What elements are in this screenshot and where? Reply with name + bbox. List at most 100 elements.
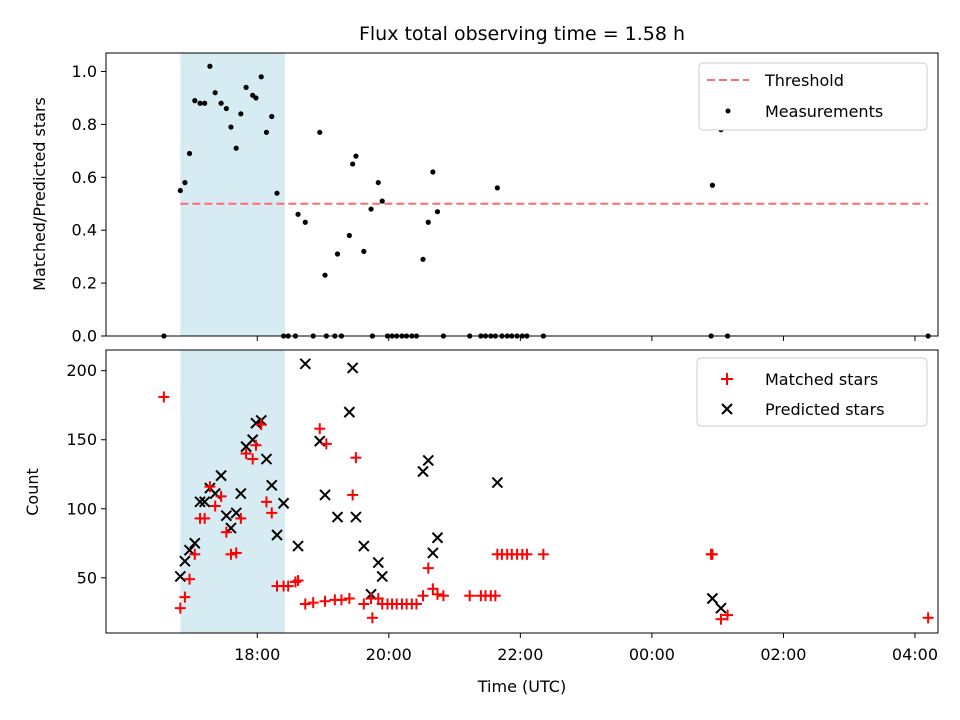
- predicted-star-point: [350, 511, 362, 523]
- measurement-point: [207, 63, 213, 69]
- measurement-point: [243, 84, 249, 90]
- matched-star-point: [427, 583, 439, 595]
- measurements-legend-label: Measurements: [765, 102, 883, 121]
- top-legend-box: [698, 62, 928, 131]
- bottom-axes-frame: [105, 349, 939, 634]
- predicted-star-point: [422, 454, 434, 467]
- predicted-star-point: [215, 469, 227, 482]
- x-axis-label: Time (UTC): [477, 677, 566, 696]
- predicted-star-point: [299, 358, 311, 370]
- measurement-point: [253, 95, 259, 101]
- predicted-star-point: [427, 547, 439, 559]
- matched-star-point: [366, 612, 378, 624]
- matched-star-point: [489, 590, 501, 602]
- measurement-point: [709, 182, 716, 188]
- predicted-star-point: [198, 496, 211, 508]
- matched-star-point: [289, 576, 301, 588]
- predicted-star-point: [235, 487, 247, 500]
- predicted-star-point: [715, 602, 727, 614]
- matched-star-point: [299, 598, 311, 610]
- bottom-y-ticks: 50 100 150 200: [66, 361, 106, 587]
- matched-star-point: [343, 592, 355, 604]
- measurement-point: [361, 248, 367, 254]
- matched-star-point: [266, 507, 278, 519]
- predicted-star-point: [194, 496, 206, 508]
- bottom-legend: Matched stars Predicted stars: [696, 357, 928, 427]
- measurement-point: [302, 219, 308, 225]
- bottom-y-tick-label: 200: [66, 361, 97, 380]
- predicted-star-point: [343, 406, 356, 418]
- measurement-point: [430, 169, 436, 175]
- measurement-point: [228, 124, 234, 130]
- predicted-stars-legend-swatch: [721, 403, 733, 415]
- measurement-point: [182, 179, 188, 186]
- measurement-point: [233, 145, 239, 151]
- matched-star-point: [422, 562, 434, 574]
- x-tick-label: 20:00: [366, 645, 412, 664]
- matched-star-point: [235, 512, 247, 524]
- bottom-y-axis-label: Count: [23, 468, 42, 516]
- predicted-star-point: [431, 532, 444, 544]
- measurement-point: [375, 179, 381, 186]
- top-y-tick-label: 0.8: [72, 115, 97, 134]
- top-y-tick-label: 0.4: [72, 221, 97, 240]
- x-tick-label: 18:00: [234, 645, 280, 664]
- matched-star-point: [521, 548, 533, 560]
- count-panel: 50 100 150 200 18:00 20:00 22:00 00:00 02:00 04:…: [23, 349, 939, 696]
- predicted-star-point: [260, 453, 273, 465]
- measurement-points: [161, 63, 931, 339]
- matched-star-point: [314, 423, 326, 435]
- matched-star-point: [537, 548, 549, 560]
- matched-star-point: [158, 391, 170, 403]
- matched-stars-legend-label: Matched stars: [765, 370, 878, 389]
- matched-star-point: [230, 547, 242, 559]
- chart-title: Flux total observing time = 1.58 h: [359, 23, 685, 45]
- top-axes-frame: [105, 52, 939, 337]
- matched-star-point: [715, 613, 727, 625]
- matched-star-point: [199, 512, 211, 524]
- matched-star-point: [320, 438, 332, 450]
- matched-star-point: [215, 490, 227, 502]
- predicted-star-point: [189, 537, 201, 549]
- predicted-star-point: [331, 511, 344, 523]
- measurement-point: [223, 105, 229, 112]
- matched-star-point: [335, 594, 347, 606]
- bottom-shaded-interval: [180, 350, 285, 633]
- measurement-point: [317, 129, 323, 135]
- predicted-star-point: [376, 570, 388, 583]
- matched-star-point: [250, 439, 262, 451]
- matched-star-point: [209, 500, 221, 512]
- measurements-legend-swatch: [725, 108, 731, 114]
- x-tick-label: 04:00: [892, 645, 938, 664]
- top-y-tick-label: 1.0: [72, 62, 97, 81]
- measurement-point: [425, 219, 431, 225]
- predicted-star-point: [271, 529, 283, 541]
- measurement-point: [269, 113, 275, 120]
- predicted-star-point: [230, 507, 242, 519]
- top-y-axis-label: Matched/Predicted stars: [30, 97, 49, 291]
- matched-star-point: [174, 602, 186, 614]
- ratio-panel: Flux total observing time = 1.58 h 0.00.…: [30, 23, 939, 346]
- predicted-star-point: [220, 509, 233, 522]
- predicted-star-point: [319, 489, 331, 501]
- matched-star-point: [358, 598, 370, 610]
- measurement-point: [379, 198, 385, 204]
- predicted-star-point: [346, 362, 359, 374]
- matched-stars-points: [158, 391, 934, 625]
- matched-star-point: [722, 609, 734, 621]
- measurement-point: [197, 100, 203, 106]
- predicted-star-point: [179, 555, 191, 567]
- measurement-point: [322, 272, 328, 278]
- measurement-point: [434, 209, 441, 215]
- measurement-point: [192, 98, 198, 104]
- matched-star-point: [247, 453, 259, 465]
- bottom-legend-box: [696, 357, 928, 427]
- predicted-stars-legend-label: Predicted stars: [765, 400, 885, 419]
- measurement-point: [368, 206, 374, 212]
- measurement-point: [494, 185, 500, 191]
- predicted-star-point: [706, 592, 719, 605]
- matched-star-point: [437, 590, 449, 602]
- matched-star-point: [319, 595, 331, 607]
- measurement-point: [238, 111, 244, 117]
